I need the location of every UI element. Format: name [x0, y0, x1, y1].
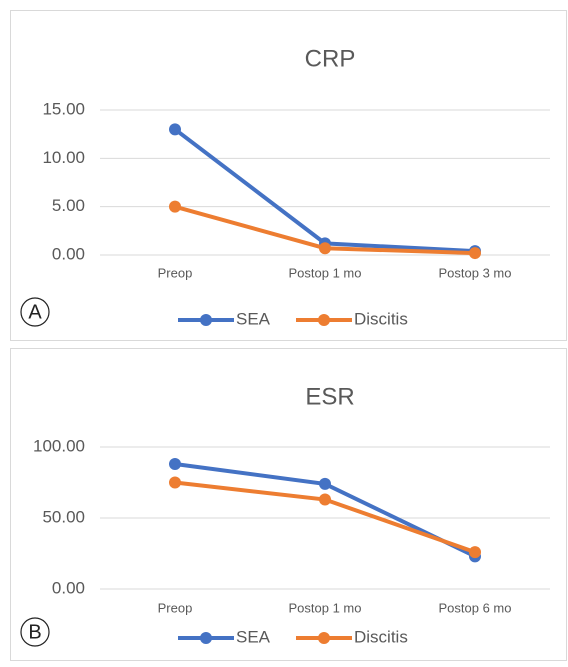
legend-label: SEA [236, 309, 271, 328]
data-point [469, 247, 481, 260]
y-tick-label: 100.00 [33, 436, 85, 455]
data-point [169, 200, 181, 213]
data-point [169, 476, 181, 489]
panel-frame [10, 10, 567, 341]
x-tick-label: Postop 6 mo [439, 600, 512, 615]
y-tick-label: 15.00 [42, 99, 85, 118]
legend-marker [318, 632, 330, 644]
legend-marker [200, 314, 212, 326]
data-point [169, 458, 181, 471]
y-tick-label: 50.00 [42, 507, 85, 526]
x-tick-label: Postop 3 mo [439, 265, 512, 280]
y-tick-label: 10.00 [42, 148, 85, 167]
data-point [319, 493, 331, 506]
panel-badge [20, 617, 50, 647]
data-point [469, 546, 481, 559]
panel-frame [10, 348, 567, 661]
y-tick-label: 5.00 [52, 196, 85, 215]
panel-label: B [28, 621, 41, 643]
data-point [319, 242, 331, 255]
panel-label: A [28, 301, 42, 323]
chart-title: ESR [305, 383, 354, 410]
legend-label: SEA [236, 627, 271, 646]
y-tick-label: 0.00 [52, 244, 85, 263]
data-point [169, 123, 181, 136]
legend-marker [318, 314, 330, 326]
x-tick-label: Postop 1 mo [289, 265, 362, 280]
legend-marker [200, 632, 212, 644]
data-point [319, 477, 331, 490]
panel-badge [20, 297, 50, 327]
y-tick-label: 0.00 [52, 578, 85, 597]
legend-label: Discitis [354, 627, 408, 646]
x-tick-label: Preop [158, 600, 193, 615]
legend-label: Discitis [354, 309, 408, 328]
chart-title: CRP [305, 45, 356, 72]
x-tick-label: Preop [158, 265, 193, 280]
x-tick-label: Postop 1 mo [289, 600, 362, 615]
